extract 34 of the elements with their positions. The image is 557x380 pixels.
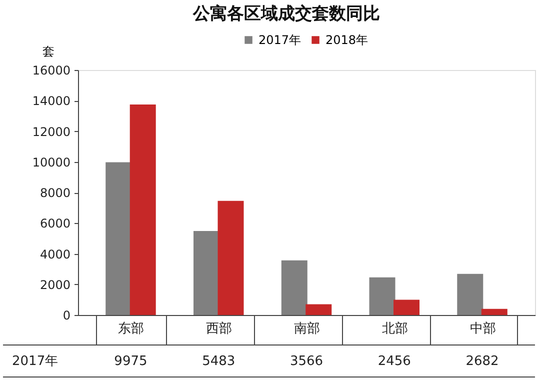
- bar: [130, 104, 156, 315]
- y-tick-label: 0: [62, 308, 70, 322]
- bar: [306, 304, 332, 315]
- bar: [394, 300, 420, 315]
- bar: [106, 162, 132, 315]
- bar: [218, 200, 244, 315]
- y-tick-label: 10000: [32, 155, 70, 170]
- data-label: 2456: [378, 354, 411, 369]
- y-tick-label: 2000: [40, 278, 70, 292]
- y-tick-label: 14000: [32, 94, 70, 108]
- data-label: 3566: [290, 354, 324, 369]
- x-tick-label: 西部: [206, 322, 232, 336]
- bar: [457, 274, 484, 315]
- x-tick-label: 东部: [118, 322, 144, 336]
- data-label: 5483: [202, 354, 236, 369]
- bar: [481, 308, 508, 315]
- data-label: 9975: [114, 354, 148, 369]
- y-tick-label: 4000: [40, 247, 70, 262]
- bar: [369, 277, 396, 315]
- x-tick-label: 中部: [470, 322, 496, 336]
- legend-label: 2017年: [258, 33, 302, 47]
- y-axis-title: 套: [42, 44, 54, 58]
- y-tick-label: 8000: [40, 186, 70, 200]
- x-tick-label: 北部: [382, 322, 408, 336]
- y-tick-label: 12000: [32, 124, 70, 139]
- y-tick-label: 6000: [40, 216, 70, 231]
- data-label: 2682: [466, 354, 499, 369]
- legend-label: 2018年: [326, 33, 368, 47]
- bar: [281, 260, 308, 315]
- bar: [193, 231, 220, 315]
- x-tick-label: 南部: [294, 322, 320, 336]
- chart-title: 公寓各区域成交套数同比: [192, 4, 380, 24]
- y-tick-label: 16000: [32, 64, 70, 78]
- text: 2017年: [12, 354, 58, 369]
